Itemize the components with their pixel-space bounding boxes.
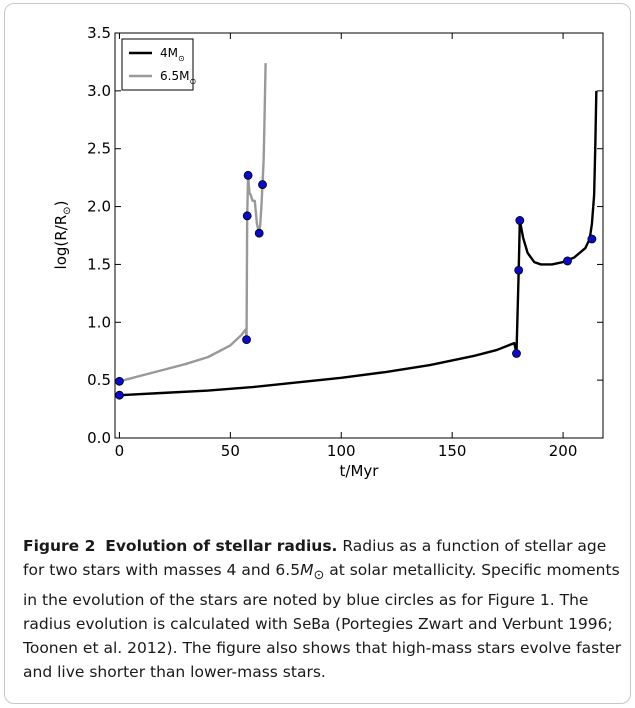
x-tick-label-150: 150 xyxy=(438,442,467,460)
marker-0-3 xyxy=(515,216,525,225)
marker-1-4 xyxy=(254,228,264,238)
y-axis-label-close: ) xyxy=(52,201,70,207)
legend-label-4msun-sun: ⊙ xyxy=(178,54,185,63)
x-tick-label-0: 0 xyxy=(115,442,125,460)
legend-label-4msun-text: 4M xyxy=(160,46,178,60)
y-tick-label-1: 1.0 xyxy=(87,313,111,331)
caption-text-3: (Portegies Zwart and Verbunt 1996; Toone… xyxy=(23,615,622,682)
y-axis-label-sun: ⊙ xyxy=(62,206,73,214)
y-axis-label-text: log(R/R xyxy=(52,215,70,270)
x-axis-label: t/Myr xyxy=(340,462,380,480)
marker-0-2 xyxy=(514,265,524,275)
marker-1-1 xyxy=(242,335,251,345)
marker-1-3 xyxy=(243,170,253,180)
marker-1-0 xyxy=(115,376,124,386)
y-tick-label-2.5: 2.5 xyxy=(87,140,111,158)
y-tick-label-0: 0.0 xyxy=(87,429,111,447)
x-tick-label-50: 50 xyxy=(221,442,240,460)
marker-0-4 xyxy=(563,256,572,266)
caption-label: Figure 2 xyxy=(23,537,96,555)
legend-label-6.5msun-sun: ⊙ xyxy=(189,77,196,86)
caption-code: SeBa xyxy=(292,615,331,634)
marker-1-5 xyxy=(258,180,267,189)
marker-0-0 xyxy=(115,390,124,400)
legend-label-6.5msun-text: 6.5M xyxy=(160,69,189,83)
x-tick-label-100: 100 xyxy=(327,442,356,460)
legend: 4M⊙ 6.5M⊙ xyxy=(121,38,196,91)
series-markers xyxy=(115,170,597,400)
legend-label-4msun: 4M⊙ xyxy=(160,46,185,63)
marker-0-1 xyxy=(512,349,521,358)
marker-0-5 xyxy=(587,234,597,244)
caption-msun-sub: ⊙ xyxy=(313,568,325,584)
figure-caption: Figure 2 Evolution of stellar radius. Ra… xyxy=(23,534,623,684)
x-tick-label-200: 200 xyxy=(549,442,578,460)
marker-1-2 xyxy=(242,211,252,221)
legend-label-6.5msun: 6.5M⊙ xyxy=(160,69,196,86)
caption-heading: Evolution of stellar radius. xyxy=(105,537,338,555)
y-tick-label-3: 3.0 xyxy=(87,82,111,100)
caption-msun: M xyxy=(300,561,314,579)
caption-text-1: Radius as a function of stellar age for … xyxy=(23,537,607,579)
y-tick-label-0.5: 0.5 xyxy=(87,371,111,389)
axis-ticks: 0 50 100 150 200 0.0 0.5 1.0 1.5 2.0 2.5 3.0 3.5 xyxy=(87,24,603,460)
caption-text-2: at solar metallicity. Specific moments i… xyxy=(23,561,620,634)
legend-box xyxy=(121,38,194,91)
y-axis-label: log(R/R⊙) xyxy=(52,201,73,270)
y-tick-label-3.5: 3.5 xyxy=(87,24,111,42)
y-tick-label-2: 2.0 xyxy=(87,198,111,216)
plot-area xyxy=(114,32,604,439)
y-tick-label-1.5: 1.5 xyxy=(87,255,111,273)
figure-frame xyxy=(4,3,631,704)
chart: 0 50 100 150 200 0.0 0.5 1.0 1.5 2.0 2.5 3.0 3.5 t/M… xyxy=(52,24,604,480)
